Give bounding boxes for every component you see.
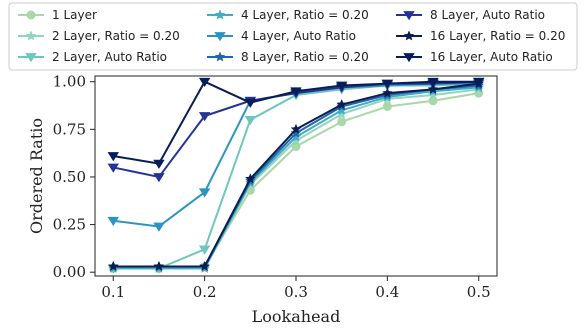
legend-label: 4 Layer, Auto Ratio bbox=[241, 29, 356, 43]
x-tick-label: 0.1 bbox=[101, 283, 125, 301]
legend-box bbox=[8, 2, 578, 71]
series-line bbox=[113, 88, 479, 270]
data-point bbox=[153, 159, 165, 169]
y-tick-label: 0.50 bbox=[53, 168, 86, 186]
legend-marker bbox=[403, 53, 415, 63]
legend-label: 1 Layer bbox=[52, 8, 97, 22]
data-point bbox=[153, 222, 165, 232]
legend-marker bbox=[26, 10, 36, 20]
data-point bbox=[153, 260, 165, 272]
data-point bbox=[244, 115, 257, 126]
plot-area bbox=[107, 77, 485, 274]
data-point bbox=[198, 245, 211, 255]
series-line bbox=[113, 84, 479, 268]
data-point bbox=[290, 135, 302, 146]
axes: 0.1 0.2 0.3 0.4 0.5 0.00 0.25 0.50 0.75 1.00 Looka… bbox=[27, 73, 498, 326]
data-point bbox=[337, 117, 347, 127]
series-4-layer-auto-ratio bbox=[107, 79, 485, 232]
series-line bbox=[113, 82, 479, 228]
data-point bbox=[290, 87, 302, 97]
legend-label: 4 Layer, Ratio = 0.20 bbox=[241, 8, 369, 22]
data-point bbox=[336, 98, 348, 110]
data-point bbox=[473, 77, 485, 87]
data-point bbox=[381, 79, 394, 89]
data-point bbox=[244, 98, 257, 108]
data-point bbox=[427, 77, 439, 87]
y-axis-label: Ordered Ratio bbox=[27, 118, 46, 234]
legend-marker bbox=[214, 9, 226, 20]
series-16-layer-ratio-0-20 bbox=[107, 77, 485, 272]
data-point bbox=[381, 87, 393, 98]
legend-label: 8 Layer, Ratio = 0.20 bbox=[241, 50, 369, 64]
data-point bbox=[199, 260, 211, 272]
data-point bbox=[198, 77, 211, 87]
legend-item: 8 Layer, Ratio = 0.20 bbox=[207, 50, 369, 64]
series-16-layer-auto-ratio bbox=[107, 77, 485, 169]
legend-label: 16 Layer, Auto Ratio bbox=[430, 50, 553, 64]
data-point bbox=[107, 163, 119, 173]
series-2-layer-auto-ratio bbox=[107, 79, 485, 274]
series-line bbox=[113, 86, 479, 270]
legend-marker bbox=[25, 30, 37, 41]
series-2-layer-ratio-0-20 bbox=[107, 83, 485, 273]
legend-item: 4 Layer, Ratio = 0.20 bbox=[207, 8, 369, 22]
y-tick-label: 0.00 bbox=[53, 263, 86, 281]
legend-marker bbox=[403, 11, 415, 21]
legend-label: 8 Layer, Auto Ratio bbox=[430, 8, 545, 22]
legend: 1 Layer 2 Layer, Ratio = 0.20 2 Layer, Aut… bbox=[8, 2, 578, 71]
x-axis-label: Lookahead bbox=[252, 307, 341, 326]
legend-item: 4 Layer, Auto Ratio bbox=[207, 29, 356, 43]
data-point bbox=[290, 131, 302, 142]
series-line bbox=[113, 92, 479, 270]
legend-marker bbox=[403, 30, 415, 41]
legend-item: 8 Layer, Auto Ratio bbox=[396, 8, 545, 22]
data-point bbox=[290, 123, 302, 134]
legend-item: 2 Layer, Ratio = 0.20 bbox=[18, 29, 180, 43]
legend-item: 16 Layer, Auto Ratio bbox=[396, 50, 553, 64]
data-point bbox=[382, 101, 392, 111]
data-point bbox=[107, 216, 119, 227]
y-tick-label: 1.00 bbox=[53, 73, 86, 91]
x-tick-label: 0.4 bbox=[375, 283, 399, 301]
x-tick-label: 0.5 bbox=[467, 283, 491, 301]
data-point bbox=[107, 260, 119, 272]
legend-item: 1 Layer bbox=[18, 8, 97, 22]
series-line bbox=[113, 82, 479, 270]
y-tick-label: 0.25 bbox=[53, 216, 86, 234]
series-4-layer-ratio-0-20 bbox=[107, 81, 485, 273]
series-8-layer-ratio-0-20 bbox=[107, 79, 485, 272]
data-point bbox=[427, 89, 439, 100]
legend-label: 2 Layer, Ratio = 0.20 bbox=[52, 29, 180, 43]
data-point bbox=[198, 112, 211, 122]
legend-marker bbox=[214, 32, 226, 42]
y-tick-label: 0.75 bbox=[53, 120, 86, 138]
data-point bbox=[153, 173, 165, 183]
data-point bbox=[107, 152, 119, 162]
data-point bbox=[198, 188, 211, 198]
legend-marker bbox=[214, 51, 226, 62]
legend-marker bbox=[25, 53, 37, 63]
data-point bbox=[335, 81, 348, 91]
data-point bbox=[244, 173, 256, 184]
data-point bbox=[290, 127, 302, 138]
data-point bbox=[427, 83, 439, 94]
x-tick-label: 0.3 bbox=[284, 283, 308, 301]
series-line bbox=[113, 82, 479, 268]
legend-label: 16 Layer, Ratio = 0.20 bbox=[430, 29, 565, 43]
x-tick-label: 0.2 bbox=[193, 283, 217, 301]
legend-item: 16 Layer, Ratio = 0.20 bbox=[396, 29, 565, 43]
legend-label: 2 Layer, Auto Ratio bbox=[52, 50, 167, 64]
series-1-layer bbox=[108, 88, 484, 273]
legend-item: 2 Layer, Auto Ratio bbox=[18, 50, 167, 64]
